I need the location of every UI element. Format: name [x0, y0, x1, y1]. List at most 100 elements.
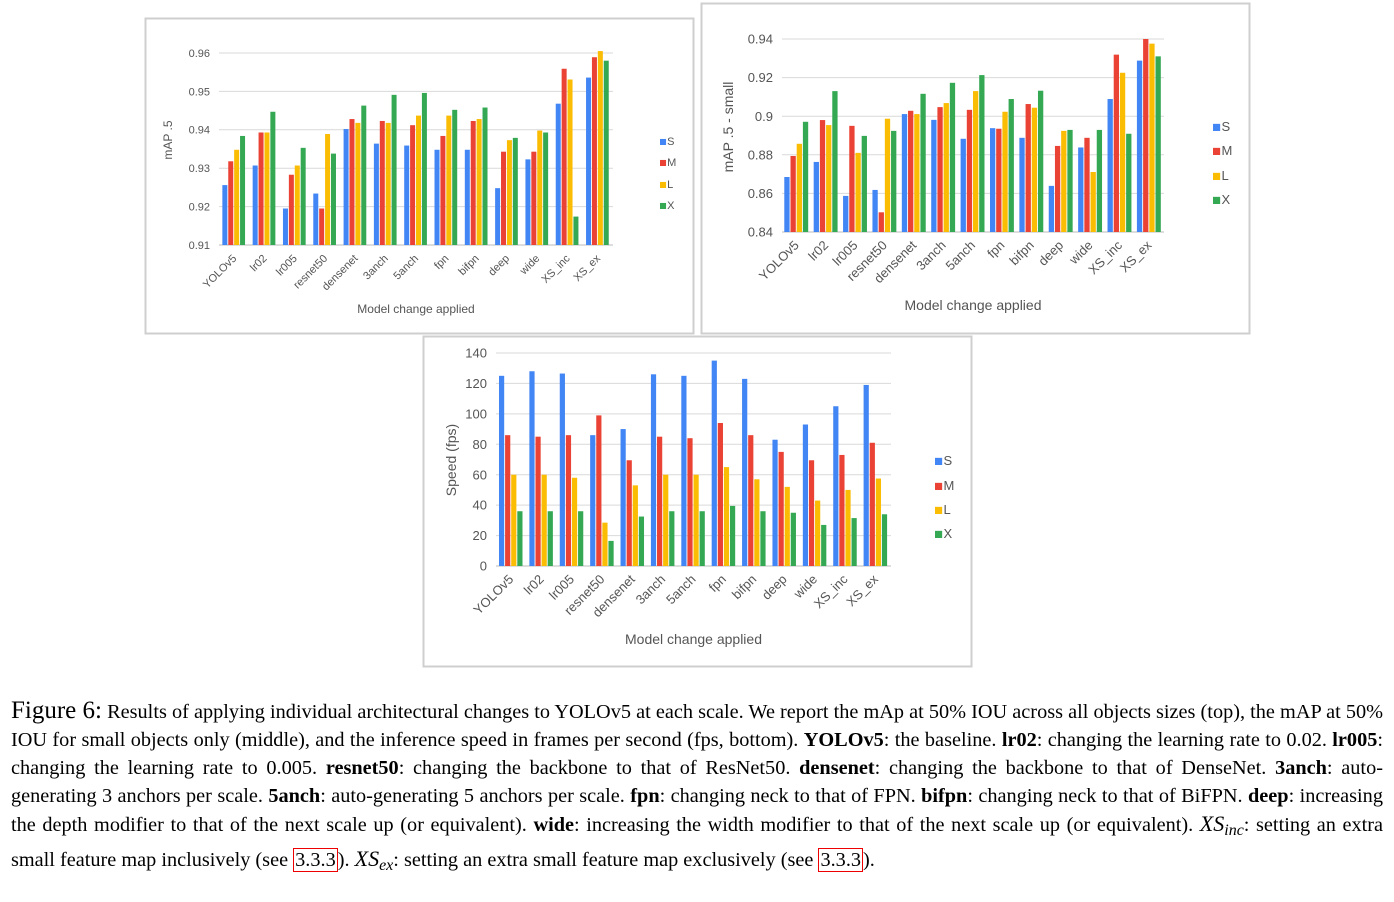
bar-L-3anch — [943, 103, 949, 233]
y-tick-label: 0.96 — [189, 48, 210, 60]
bar-X-fpn — [452, 109, 458, 245]
caption-text: lr005 — [1332, 729, 1378, 751]
bar-M-wide — [531, 151, 537, 245]
bar-M-wide — [808, 460, 815, 566]
bar-S-3anch — [373, 143, 379, 245]
section-ref-link[interactable]: 3.3.3 — [293, 848, 338, 872]
bar-L-5anch — [973, 91, 979, 232]
figure-label: Figure 6: — [11, 697, 103, 724]
bar-M-XS_inc — [839, 454, 845, 566]
bar-S-lr005 — [559, 373, 565, 566]
bar-L-deep — [506, 140, 512, 245]
caption-text: : auto-generating 5 anchors per scale. — [320, 785, 631, 807]
bar-M-lr005 — [849, 125, 855, 232]
bar-L-wide — [1090, 171, 1096, 232]
y-tick-label: 0.9 — [755, 109, 773, 124]
bar-M-XS_ex — [591, 57, 597, 245]
bar-L-lr02 — [826, 125, 832, 232]
bar-M-YOLOv5 — [228, 161, 234, 245]
bar-M-lr005 — [565, 435, 572, 566]
y-tick-label: 120 — [465, 376, 487, 391]
bar-L-resnet50 — [325, 134, 331, 245]
bar-X-5anch — [979, 75, 985, 232]
bar-S-3anch — [650, 374, 657, 566]
bar-X-XS_inc — [573, 216, 579, 245]
y-tick-label: 0.94 — [748, 32, 773, 47]
bar-L-fpn — [723, 467, 730, 566]
bar-L-densenet — [632, 485, 638, 566]
x-axis-label: Model change applied — [357, 302, 474, 316]
bar-S-deep — [1048, 185, 1055, 232]
bar-S-deep — [772, 439, 778, 566]
legend-label-M: M — [667, 157, 676, 169]
bar-X-3anch — [949, 82, 956, 232]
bar-S-XS_ex — [1136, 60, 1143, 233]
bar-X-fpn — [1008, 99, 1014, 232]
bar-M-3anch — [657, 436, 663, 566]
legend-label-M: M — [943, 478, 954, 493]
bar-S-5anch — [960, 138, 966, 232]
bar-M-resnet50 — [319, 208, 325, 245]
y-tick-label: 0.93 — [189, 163, 210, 175]
bar-X-YOLOv5 — [802, 121, 809, 232]
bar-L-fpn — [446, 115, 452, 245]
bar-S-5anch — [404, 145, 410, 245]
caption-text: ex — [379, 857, 394, 874]
bar-L-5anch — [693, 474, 699, 566]
bar-X-XS_ex — [603, 60, 609, 246]
bar-S-3anch — [931, 119, 937, 232]
legend-label-S: S — [943, 453, 952, 468]
bar-M-densenet — [908, 110, 914, 232]
y-axis-label: mAP .5 - small — [720, 82, 736, 173]
caption-text: : changing neck to that of FPN. — [659, 785, 922, 807]
bar-M-bifpn — [748, 435, 754, 566]
bar-X-lr02 — [270, 111, 276, 245]
bar-X-bifpn — [482, 107, 488, 245]
bar-L-3anch — [385, 122, 391, 245]
caption-text: fpn — [630, 785, 660, 807]
y-tick-label: 0.95 — [189, 86, 210, 98]
caption-text: deep — [1248, 785, 1289, 807]
bar-X-resnet50 — [330, 153, 336, 245]
caption-text: : setting an extra small feature map exc… — [393, 849, 819, 871]
y-tick-label: 20 — [473, 528, 487, 543]
bar-X-5anch — [699, 511, 705, 566]
section-ref-link[interactable]: 3.3.3 — [818, 848, 864, 872]
legend-label-X: X — [1221, 192, 1230, 207]
bar-S-densenet — [901, 114, 908, 232]
figure-caption: Figure 6: Results of applying individual… — [11, 697, 1383, 880]
bar-L-YOLOv5 — [796, 143, 802, 232]
bar-X-wide — [543, 132, 549, 245]
bar-S-XS_inc — [1107, 99, 1113, 232]
y-tick-label: 100 — [465, 406, 487, 421]
bar-X-fpn — [729, 505, 736, 566]
legend-label-S: S — [667, 136, 674, 148]
caption-text: inc — [1224, 822, 1244, 839]
bar-S-fpn — [989, 128, 996, 232]
bar-X-deep — [512, 137, 518, 245]
bar-S-densenet — [620, 429, 626, 566]
caption-text: 5anch — [268, 785, 321, 807]
legend-swatch-L — [935, 506, 943, 514]
bar-L-wide — [815, 500, 821, 566]
bar-L-deep — [784, 486, 790, 566]
bar-L-bifpn — [754, 479, 760, 566]
bar-M-deep — [501, 151, 507, 245]
caption-text: densenet — [799, 757, 875, 779]
legend-label-M: M — [1221, 143, 1232, 158]
bar-S-fpn — [711, 360, 717, 566]
caption-text: bifpn — [921, 785, 968, 807]
caption-text: : auto-generating 3 anchors per scale. — [11, 757, 1383, 807]
bar-L-lr005 — [855, 152, 861, 232]
bar-S-YOLOv5 — [222, 185, 228, 245]
caption-text: Results of applying individual architect… — [11, 701, 1384, 751]
caption-text: : increasing the width modifier to that … — [574, 814, 1200, 836]
bar-X-XS_ex — [881, 514, 888, 566]
bar-M-bifpn — [470, 120, 476, 245]
bar-S-YOLOv5 — [784, 176, 790, 232]
bar-X-wide — [821, 524, 827, 566]
caption-text: : setting an extra small feature map inc… — [11, 814, 1383, 871]
bar-L-YOLOv5 — [511, 474, 517, 566]
